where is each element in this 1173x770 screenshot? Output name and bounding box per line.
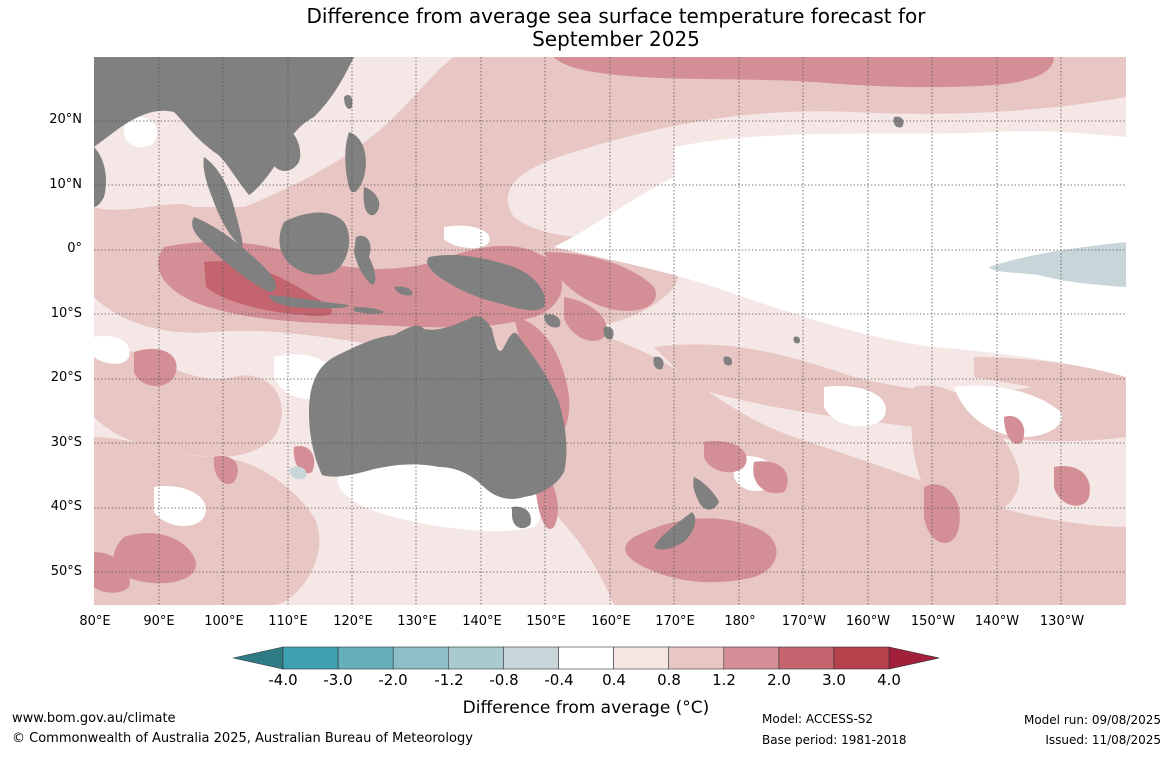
colorbar-tick-1-2: 1.2: [712, 671, 736, 689]
lat-label-50s: 50°S: [50, 564, 82, 579]
colorbar-tick-neg4: -4.0: [268, 671, 298, 689]
lon-label-100e: 100°E: [204, 614, 244, 629]
lat-label-0: 0°: [67, 241, 82, 256]
lon-label-140e: 140°E: [462, 614, 502, 629]
colorbar-tick-2: 2.0: [767, 671, 791, 689]
colorbar-arrow-high: [888, 646, 939, 670]
lat-label-10n: 10°N: [49, 177, 82, 192]
colorbar-title: Difference from average (°C): [462, 698, 710, 718]
colorbar-segment: [337, 646, 394, 670]
map-title: Difference from average sea surface temp…: [0, 5, 1173, 51]
lat-label-20n: 20°N: [49, 112, 82, 127]
lat-label-10s: 10°S: [50, 306, 82, 321]
colorbar-segment: [778, 646, 835, 670]
lon-label-180: 180°: [724, 614, 756, 629]
colorbar-tick-0-8: 0.8: [657, 671, 681, 689]
colorbar: [233, 646, 939, 670]
landmasses: [94, 57, 904, 550]
colorbar-segment: [503, 646, 559, 670]
lat-label-20s: 20°S: [50, 370, 82, 385]
title-line-2: September 2025: [532, 27, 700, 51]
colorbar-tick-0-4: 0.4: [602, 671, 626, 689]
colorbar-segment: [723, 646, 780, 670]
colorbar-segment: [392, 646, 449, 670]
colorbar-arrow-low: [233, 646, 284, 670]
footer-model-run: Model run: 09/08/2025: [1023, 713, 1161, 727]
lat-label-40s: 40°S: [50, 499, 82, 514]
colorbar-tick-neg0-4: -0.4: [544, 671, 574, 689]
lon-label-140w: 140°W: [974, 614, 1020, 629]
lon-label-150e: 150°E: [526, 614, 566, 629]
colorbar-segment: [448, 646, 504, 670]
lon-label-90e: 90°E: [143, 614, 175, 629]
colorbar-tick-4: 4.0: [877, 671, 901, 689]
lon-label-160e: 160°E: [591, 614, 631, 629]
colorbar-segment: [613, 646, 670, 670]
footer-website: www.bom.gov.au/climate: [12, 711, 176, 726]
lon-label-130e: 130°E: [397, 614, 437, 629]
colorbar-segment: [833, 646, 890, 670]
lat-label-30s: 30°S: [50, 435, 82, 450]
colorbar-segment: [668, 646, 725, 670]
colorbar-tick-neg2: -2.0: [378, 671, 408, 689]
title-line-1: Difference from average sea surface temp…: [306, 4, 926, 28]
lon-label-80e: 80°E: [79, 614, 111, 629]
anomaly-cool-regions: [289, 242, 1126, 480]
colorbar-segments: [233, 646, 939, 670]
colorbar-segment: [282, 646, 339, 670]
colorbar-segment: [558, 646, 614, 670]
lon-label-150w: 150°W: [910, 614, 956, 629]
anomaly-neutral-regions: [94, 116, 1126, 532]
footer-issued: Issued: 11/08/2025: [1045, 733, 1161, 747]
colorbar-tick-neg0-8: -0.8: [489, 671, 519, 689]
footer-base-period: Base period: 1981-2018: [762, 733, 907, 747]
lon-label-110e: 110°E: [268, 614, 308, 629]
sst-anomaly-map: [94, 57, 1126, 605]
footer-copyright: © Commonwealth of Australia 2025, Austra…: [12, 731, 473, 746]
lon-label-130w: 130°W: [1039, 614, 1085, 629]
footer-model: Model: ACCESS-S2: [762, 712, 874, 726]
colorbar-tick-3: 3.0: [822, 671, 846, 689]
lon-label-170w: 170°W: [781, 614, 827, 629]
map-canvas: [94, 57, 1126, 605]
graticule: [94, 57, 1126, 605]
colorbar-tick-neg3: -3.0: [323, 671, 353, 689]
lon-label-170e: 170°E: [655, 614, 695, 629]
colorbar-tick-neg1-2: -1.2: [434, 671, 464, 689]
lon-label-160w: 160°W: [845, 614, 891, 629]
lon-label-120e: 120°E: [333, 614, 373, 629]
